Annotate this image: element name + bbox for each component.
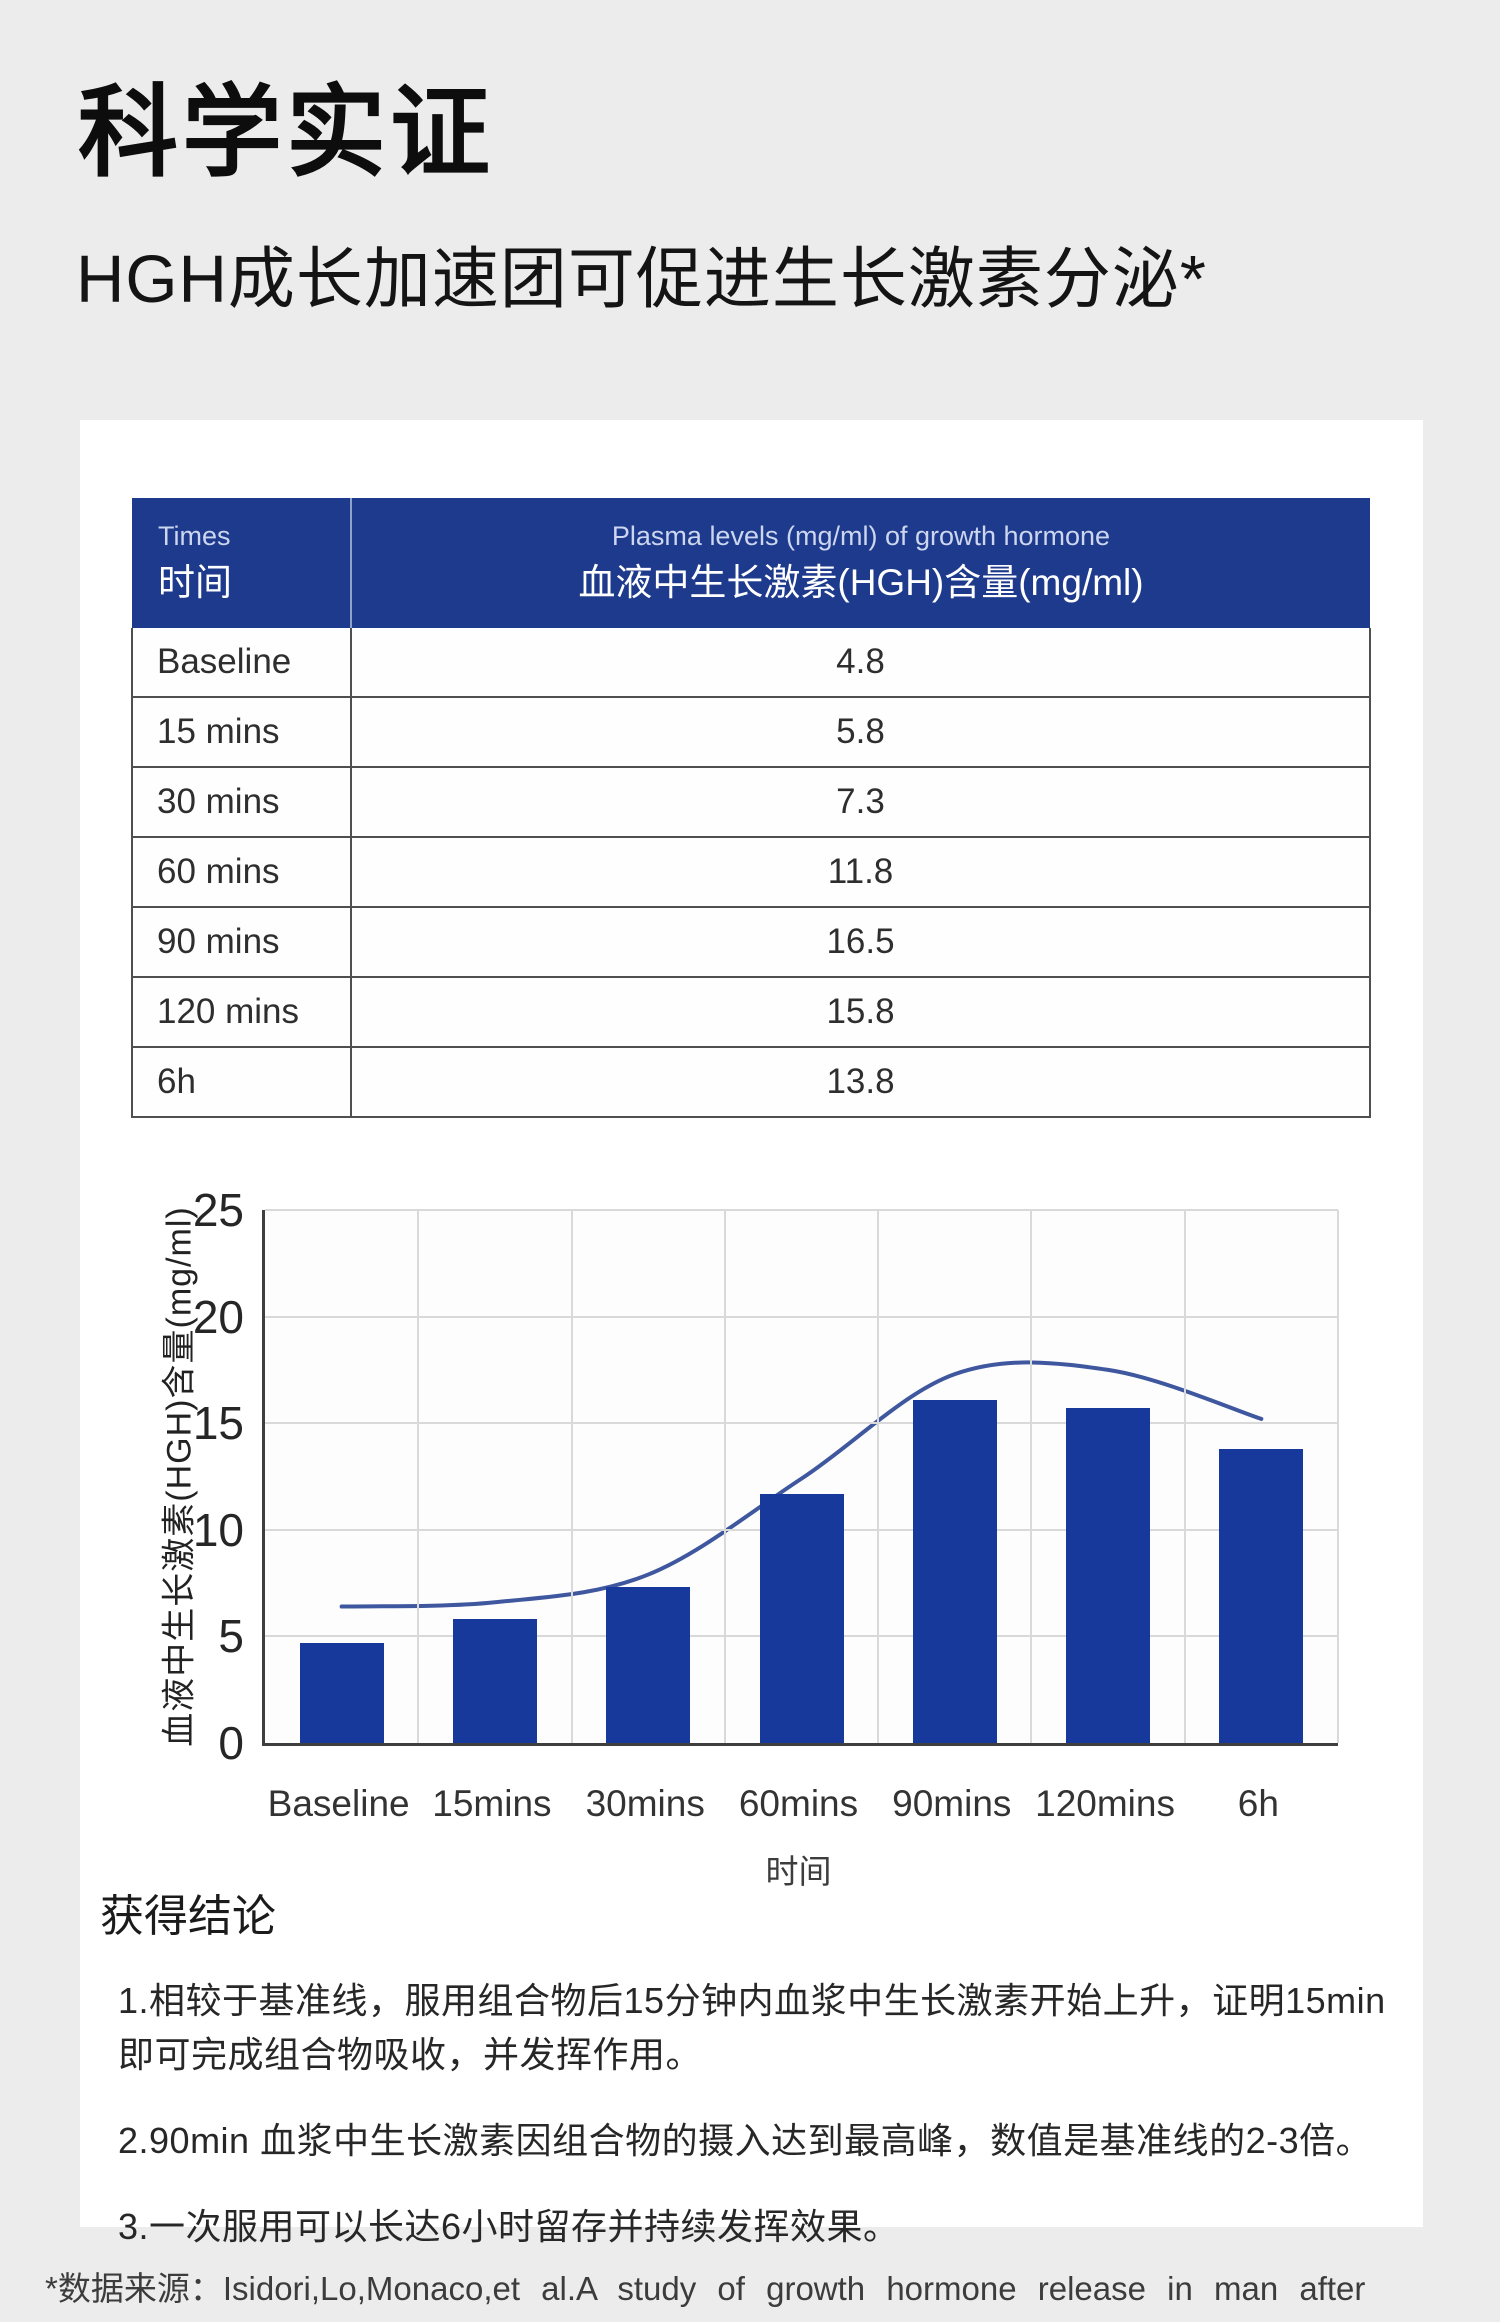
y-tick-label-25: 25 (192, 1184, 244, 1236)
table-row: 120 mins 15.8 (131, 977, 1371, 1048)
table-cell-time: 120 mins (131, 977, 352, 1048)
conclusion-heading: 获得结论 (100, 1892, 276, 1941)
bar-Baseline (299, 1642, 384, 1743)
grid-line-vertical (1337, 1210, 1339, 1743)
table-cell-time: 15 mins (131, 697, 352, 768)
header-plasma-zh: 血液中生长激素(HGH)含量(mg/ml) (578, 562, 1144, 604)
grid-line-vertical (877, 1210, 880, 1743)
chart-plot-area (262, 1209, 1339, 1746)
x-tick-label-120mins: 120mins (1035, 1783, 1175, 1824)
conclusion-item-1: 1.相较于基准线，服用组合物后15分钟内血浆中生长激素开始上升，证明15min即… (118, 1980, 1386, 2075)
conclusion-items: 1.相较于基准线，服用组合物后15分钟内血浆中生长激素开始上升，证明15min即… (100, 1974, 1400, 2254)
table-row: 15 mins 5.8 (131, 697, 1371, 768)
chart-y-axis-title-text: 血液中生长激素(HGH)含量(mg/ml) (160, 1206, 199, 1747)
table-cell-time: 90 mins (131, 907, 352, 978)
x-tick-label-6h: 6h (1237, 1783, 1279, 1824)
conclusion-item-2: 2.90min 血浆中生长激素因组合物的摄入达到最高峰，数值是基准线的2-3倍。 (118, 2120, 1373, 2161)
table-cell-time: 60 mins (131, 837, 352, 908)
table-cell-value: 11.8 (350, 837, 1371, 908)
table-cell-time: Baseline (131, 628, 352, 698)
x-tick-label-Baseline: Baseline (267, 1783, 410, 1824)
grid-line-horizontal (265, 1422, 1338, 1425)
table-cell-value: 7.3 (350, 767, 1371, 838)
table-cell-value: 15.8 (350, 977, 1371, 1048)
table-cell-value: 5.8 (350, 697, 1371, 768)
grid-line-vertical (1030, 1210, 1033, 1743)
table-row: 30 mins 7.3 (131, 767, 1371, 838)
table-header-plasma: Plasma levels (mg/ml) of growth hormone … (350, 498, 1370, 628)
chart-y-axis-title: 血液中生长激素(HGH)含量(mg/ml) (146, 1206, 206, 1746)
bar-30mins (606, 1587, 691, 1743)
grid-line-horizontal (265, 1528, 1338, 1531)
conclusion-item-3: 3.一次服用可以长达6小时留存并持续发挥效果。 (118, 2206, 900, 2247)
bar-6h (1219, 1448, 1304, 1743)
bar-90mins (912, 1399, 997, 1743)
conclusion-section: 获得结论 1.相较于基准线，服用组合物后15分钟内血浆中生长激素开始上升，证明1… (100, 1880, 1400, 2286)
table-cell-value: 13.8 (350, 1047, 1371, 1118)
x-tick-label-60mins: 60mins (738, 1783, 859, 1824)
data-source-footnote: *数据来源：Isidori,Lo,Monaco,et al.A study of… (45, 2270, 1366, 2307)
header-plasma-en: Plasma levels (mg/ml) of growth hormone (611, 520, 1111, 551)
table-header-row: Times 时间 Plasma levels (mg/ml) of growth… (132, 498, 1370, 628)
bar-60mins (759, 1493, 844, 1743)
table-row: Baseline 4.8 (131, 628, 1371, 698)
table-cell-time: 6h (131, 1047, 352, 1118)
grid-line-horizontal (265, 1209, 1338, 1211)
grid-line-vertical (1183, 1210, 1186, 1743)
trend-line (339, 1360, 1264, 1609)
trend-line-layer (339, 1360, 1264, 1609)
content-card: Times 时间 Plasma levels (mg/ml) of growth… (80, 420, 1423, 2247)
table-cell-value: 16.5 (350, 907, 1371, 978)
hgh-data-table: Times 时间 Plasma levels (mg/ml) of growth… (131, 498, 1371, 1118)
x-tick-label-15mins: 15mins (432, 1783, 552, 1824)
bar-120mins (1066, 1408, 1151, 1743)
y-tick-label-0: 0 (218, 1717, 244, 1769)
grid-line-vertical (570, 1210, 573, 1743)
grid-line-horizontal (265, 1315, 1338, 1318)
table-row: 6h 13.8 (131, 1047, 1371, 1118)
table-header-times: Times 时间 (132, 498, 351, 628)
bar-15mins (452, 1619, 537, 1743)
page-subtitle: HGH成长加速团可促进生长激素分泌* (76, 242, 1207, 317)
table-cell-time: 30 mins (131, 767, 352, 838)
header-times-en: Times (158, 520, 231, 551)
x-tick-label-30mins: 30mins (585, 1783, 705, 1824)
grid-line-horizontal (265, 1635, 1338, 1638)
table-row: 60 mins 11.8 (131, 837, 1371, 908)
table-row: 90 mins 16.5 (131, 907, 1371, 978)
y-tick-label-15: 15 (192, 1397, 244, 1450)
table-cell-value: 4.8 (350, 628, 1371, 698)
page-title: 科学实证 (78, 77, 494, 189)
grid-line-vertical (417, 1210, 420, 1743)
y-tick-label-20: 20 (192, 1290, 244, 1343)
y-tick-label-5: 5 (218, 1610, 244, 1663)
y-tick-label-10: 10 (192, 1503, 244, 1556)
header-times-zh: 时间 (158, 562, 232, 604)
x-tick-label-90mins: 90mins (892, 1783, 1012, 1824)
grid-line-vertical (723, 1210, 726, 1743)
